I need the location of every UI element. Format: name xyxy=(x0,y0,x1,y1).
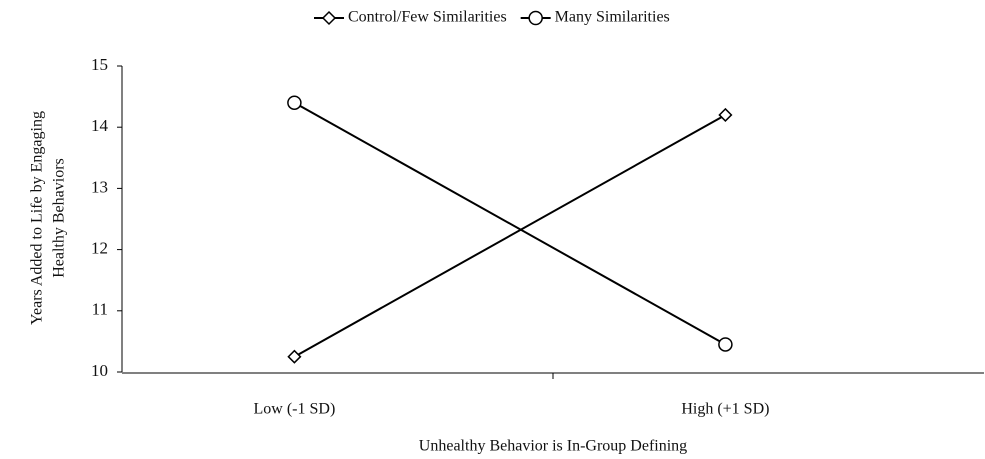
legend-label: Many Similarities xyxy=(555,9,670,26)
y-tick-label: 15 xyxy=(91,55,108,74)
y-axis-label: Healthy Behaviors xyxy=(51,158,68,278)
data-point xyxy=(287,95,302,110)
x-tick-label: Low (-1 SD) xyxy=(254,401,336,418)
data-point xyxy=(287,349,302,364)
legend-marker xyxy=(528,10,543,26)
series-line xyxy=(293,101,726,346)
data-point xyxy=(718,337,733,352)
x-axis-label: Unhealthy Behavior is In-Group Defining xyxy=(419,438,687,455)
x-tick-label: High (+1 SD) xyxy=(681,401,769,418)
y-axis-label: Years Added to Life by Engaging xyxy=(29,111,46,325)
y-tick-label: 10 xyxy=(91,361,108,380)
series-line xyxy=(293,114,726,358)
y-tick-label: 14 xyxy=(91,116,109,135)
y-tick-label: 13 xyxy=(91,177,108,196)
y-tick-label: 11 xyxy=(92,300,108,319)
legend-marker xyxy=(321,10,337,26)
legend-label: Control/Few Similarities xyxy=(348,9,507,26)
data-point xyxy=(718,107,733,123)
y-tick-label: 12 xyxy=(91,239,108,258)
